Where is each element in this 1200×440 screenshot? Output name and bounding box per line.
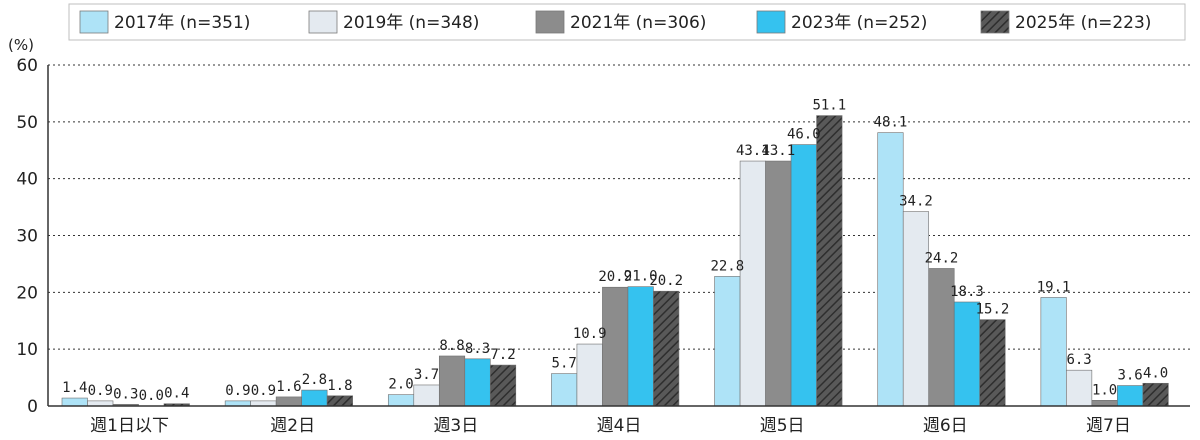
x-category-label: 週1日以下 (90, 416, 169, 436)
bar (61, 397, 88, 407)
data-label: 43.1 (736, 143, 770, 159)
data-label: 46.0 (787, 127, 821, 143)
legend-label: 2025年 (n=223) (1015, 13, 1151, 33)
data-label: 1.0 (1092, 382, 1117, 398)
bar (714, 276, 741, 407)
bar (489, 364, 517, 407)
bar (653, 290, 680, 407)
bar (224, 400, 251, 407)
legend-swatch (980, 10, 1010, 34)
data-label: 0.9 (251, 383, 276, 399)
data-label: 1.4 (62, 380, 87, 396)
bar (387, 394, 415, 407)
x-category-label: 週7日 (1086, 416, 1131, 436)
legend-label: 2021年 (n=306) (570, 13, 706, 33)
data-label: 0.4 (164, 386, 189, 402)
data-label: 15.2 (976, 302, 1010, 318)
bar (816, 115, 843, 407)
bar (902, 211, 930, 407)
legend-swatch (308, 10, 338, 34)
y-axis-ticks: 0 10 20 30 40 50 60 (16, 56, 38, 417)
x-category-label: 週5日 (760, 416, 805, 436)
y-tick-label: 60 (16, 56, 38, 76)
bar (790, 144, 817, 407)
bar (250, 400, 277, 407)
bar (464, 358, 491, 407)
legend-label: 2023年 (n=252) (791, 13, 927, 33)
legend-label: 2019年 (n=348) (343, 13, 479, 33)
data-label: 1.6 (276, 379, 301, 395)
data-label: 0.3 (113, 386, 138, 402)
data-label: 10.9 (573, 326, 607, 342)
data-label: 43.1 (761, 143, 795, 159)
data-label: 2.0 (388, 377, 413, 393)
data-label: 8.3 (465, 341, 490, 357)
data-label: 3.6 (1117, 368, 1142, 384)
y-tick-label: 50 (16, 113, 38, 133)
y-tick-label: 40 (16, 170, 38, 190)
bar (326, 395, 353, 407)
legend-swatch (79, 10, 109, 34)
data-label: 21.0 (624, 269, 658, 285)
data-label: 0.9 (88, 383, 113, 399)
y-tick-label: 20 (16, 283, 38, 303)
bar (1142, 382, 1169, 407)
bar (739, 160, 766, 407)
y-tick-label: 30 (16, 227, 38, 247)
bar (928, 268, 955, 407)
legend-swatch (535, 10, 565, 34)
data-label: 0.9 (225, 383, 250, 399)
x-category-label: 週6日 (923, 416, 968, 436)
x-category-label: 週2日 (270, 416, 315, 436)
data-label: 0.0 (139, 388, 164, 404)
bar (1091, 400, 1118, 407)
data-label: 5.7 (552, 356, 577, 372)
bar (438, 355, 466, 407)
bar (979, 319, 1006, 407)
data-label: 7.2 (490, 347, 515, 363)
bar (576, 343, 603, 407)
x-category-label: 週4日 (597, 416, 642, 436)
bar (877, 132, 904, 407)
data-label: 20.9 (598, 269, 632, 285)
legend-label: 2017年 (n=351) (114, 13, 250, 33)
data-label: 18.3 (950, 284, 984, 300)
data-label: 8.8 (439, 338, 464, 354)
legend-swatch (756, 10, 786, 34)
data-label: 24.2 (925, 250, 959, 266)
bar (627, 286, 654, 407)
data-label: 4.0 (1143, 365, 1168, 381)
bar (87, 400, 114, 407)
x-category-label: 週3日 (433, 416, 478, 436)
data-label: 22.8 (710, 258, 744, 274)
bar (275, 396, 302, 407)
bars (61, 115, 1169, 407)
data-labels: 1.4 0.9 0.3 0.0 0.4 0.9 0.9 1.6 2.8 1.8 2.03.78.8 8… (62, 98, 1168, 404)
bar (953, 301, 981, 407)
data-label: 2.8 (302, 372, 327, 388)
data-label: 34.2 (899, 194, 933, 210)
data-label: 48.1 (874, 115, 908, 131)
data-label: 3.7 (414, 367, 439, 383)
bar (301, 389, 328, 407)
data-label: 1.8 (327, 378, 352, 394)
data-label: 6.3 (1066, 352, 1091, 368)
data-label: 20.2 (649, 273, 683, 289)
bar (551, 373, 578, 407)
bar (1040, 297, 1067, 407)
chart-legend: 2017年 (n=351) 2019年 (n=348) 2021年 (n=306) 2… (68, 3, 1186, 41)
y-axis-unit-label: (%) (8, 36, 34, 54)
bar (765, 160, 792, 407)
x-axis-categories: 週1日以下 週2日 週3日 週4日 週5日 週6日 週7日 (90, 416, 1131, 436)
bar (1066, 369, 1093, 407)
y-tick-label: 10 (16, 340, 38, 360)
bar (602, 286, 629, 407)
axes (47, 65, 1190, 407)
bar (1117, 385, 1144, 407)
data-label: 19.1 (1037, 279, 1071, 295)
data-label: 51.1 (812, 98, 846, 114)
bar (413, 384, 440, 407)
y-tick-label: 0 (27, 397, 38, 417)
